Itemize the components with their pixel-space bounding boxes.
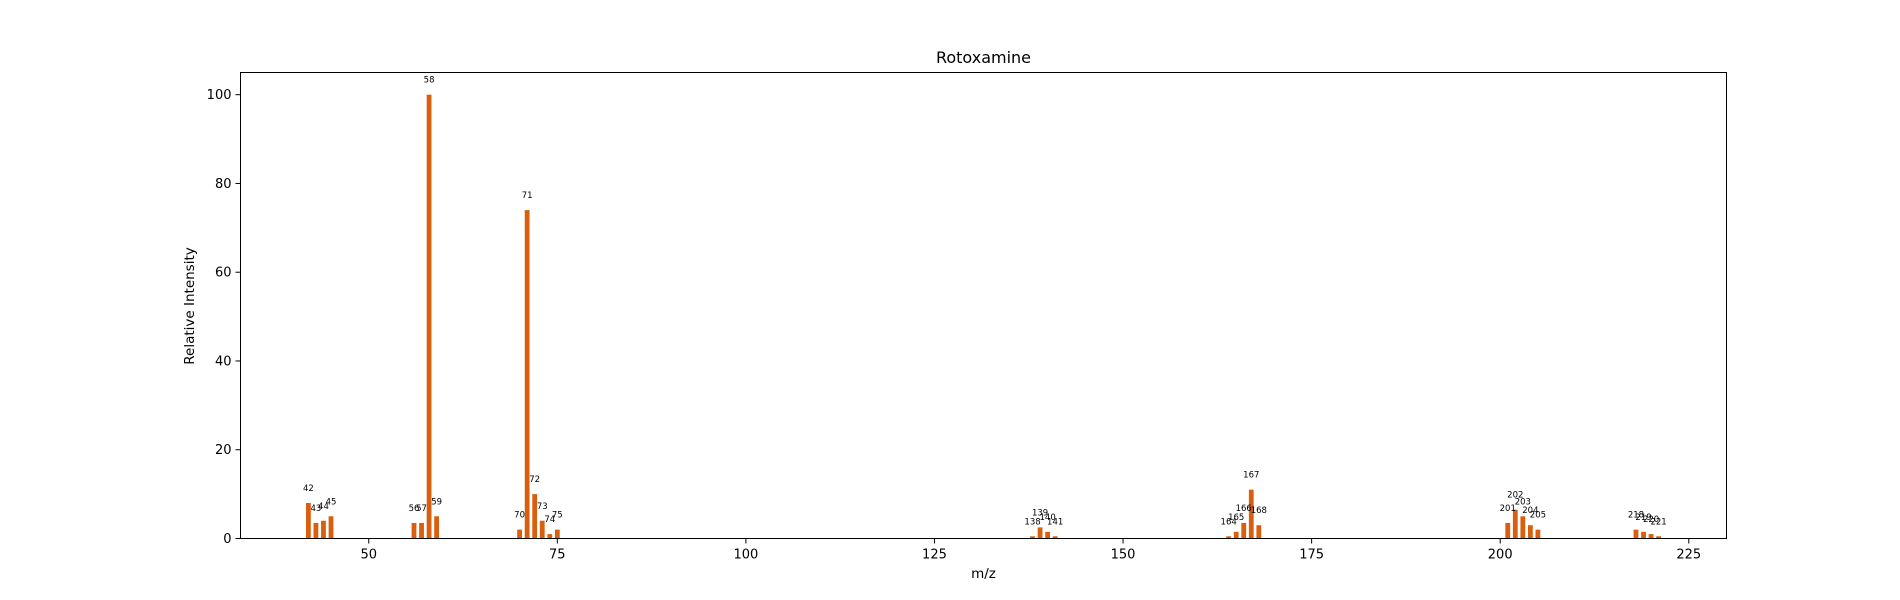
peak-label-166: 166 [1236, 504, 1252, 514]
peak-label-201: 201 [1500, 504, 1516, 514]
x-tick-label-50: 50 [360, 548, 377, 563]
peak-bar-45 [328, 516, 334, 539]
peak-label-42: 42 [303, 484, 314, 494]
peak-bar-59 [434, 516, 440, 539]
x-tick-label-225: 225 [1676, 548, 1701, 563]
peak-bar-166 [1241, 522, 1247, 539]
x-tick-label-100: 100 [733, 548, 758, 563]
peak-bar-74 [547, 534, 553, 539]
peak-label-220: 220 [1643, 515, 1659, 525]
peak-label-164: 164 [1221, 517, 1237, 527]
peak-label-43: 43 [311, 504, 322, 514]
peak-label-44: 44 [318, 502, 329, 512]
peak-label-74: 74 [544, 515, 555, 525]
peak-label-167: 167 [1243, 471, 1259, 481]
y-tick-label-80: 80 [215, 177, 232, 192]
y-tick-label-0: 0 [223, 532, 231, 547]
x-tick-label-150: 150 [1111, 548, 1136, 563]
bars-layer [305, 94, 1662, 539]
peak-label-58: 58 [424, 76, 435, 86]
peak-bar-165 [1233, 531, 1239, 539]
peak-bar-70 [517, 529, 522, 539]
x-tick-label-75: 75 [549, 548, 566, 563]
peak-bar-57 [419, 522, 424, 539]
peak-bar-167 [1248, 489, 1254, 539]
x-axis-label: m/z [971, 566, 996, 582]
peak-bar-168 [1256, 525, 1262, 539]
peak-bar-72 [532, 494, 538, 539]
peak-label-218: 218 [1628, 511, 1644, 521]
peak-bar-43 [313, 522, 319, 539]
peak-label-56: 56 [409, 504, 420, 514]
peak-bar-71 [524, 210, 530, 539]
peak-label-73: 73 [537, 502, 548, 512]
peak-label-204: 204 [1522, 506, 1538, 516]
x-axis-ticks: 50 75 100 125 150 175 200 225 [360, 538, 1701, 563]
peak-bar-205 [1535, 529, 1541, 539]
peak-label-59: 59 [431, 497, 442, 507]
peak-bar-204 [1527, 525, 1533, 539]
peak-bar-221 [1656, 536, 1662, 539]
peak-label-141: 141 [1047, 517, 1063, 527]
peak-label-205: 205 [1530, 511, 1546, 521]
peak-bar-219 [1641, 531, 1646, 539]
y-tick-label-60: 60 [215, 266, 232, 281]
peak-label-165: 165 [1228, 513, 1244, 523]
peak-label-138: 138 [1024, 517, 1040, 527]
peak-bar-75 [554, 529, 560, 539]
peak-label-72: 72 [529, 475, 540, 485]
chart-title: Rotoxamine [936, 48, 1031, 67]
peak-label-221: 221 [1650, 517, 1666, 527]
peak-label-71: 71 [522, 191, 533, 201]
peak-bar-56 [411, 522, 417, 539]
peak-bar-138 [1030, 536, 1035, 539]
peak-label-140: 140 [1040, 513, 1056, 523]
peak-bar-201 [1505, 522, 1511, 539]
y-axis-ticks: 0 20 40 60 80 100 [207, 88, 241, 547]
y-tick-label-40: 40 [215, 354, 232, 369]
y-tick-label-100: 100 [207, 88, 232, 103]
x-tick-label-175: 175 [1299, 548, 1324, 563]
peak-label-202: 202 [1507, 491, 1523, 501]
peak-bar-58 [426, 94, 432, 539]
peak-label-75: 75 [552, 511, 563, 521]
peak-bar-203 [1520, 516, 1526, 539]
peak-bar-141 [1052, 536, 1058, 539]
peak-bar-42 [305, 503, 311, 539]
x-tick-label-200: 200 [1488, 548, 1513, 563]
peak-bar-220 [1648, 534, 1654, 539]
peak-label-45: 45 [326, 497, 337, 507]
plot-frame [240, 72, 1727, 539]
peak-bar-44 [321, 520, 326, 539]
peak-bar-164 [1226, 536, 1232, 539]
peak-label-168: 168 [1251, 506, 1267, 516]
y-tick-label-20: 20 [215, 443, 232, 458]
peak-label-139: 139 [1032, 508, 1048, 518]
peak-bar-218 [1633, 529, 1639, 539]
peak-label-70: 70 [514, 511, 525, 521]
peak-bar-139 [1037, 527, 1043, 539]
peak-bar-73 [539, 520, 545, 539]
peak-bar-140 [1045, 531, 1051, 539]
x-tick-label-125: 125 [922, 548, 947, 563]
peak-label-203: 203 [1515, 497, 1531, 507]
peak-label-219: 219 [1635, 513, 1651, 523]
y-axis-label: Relative Intensity [182, 247, 198, 365]
peak-bar-202 [1512, 509, 1518, 539]
peak-label-57: 57 [416, 504, 427, 514]
